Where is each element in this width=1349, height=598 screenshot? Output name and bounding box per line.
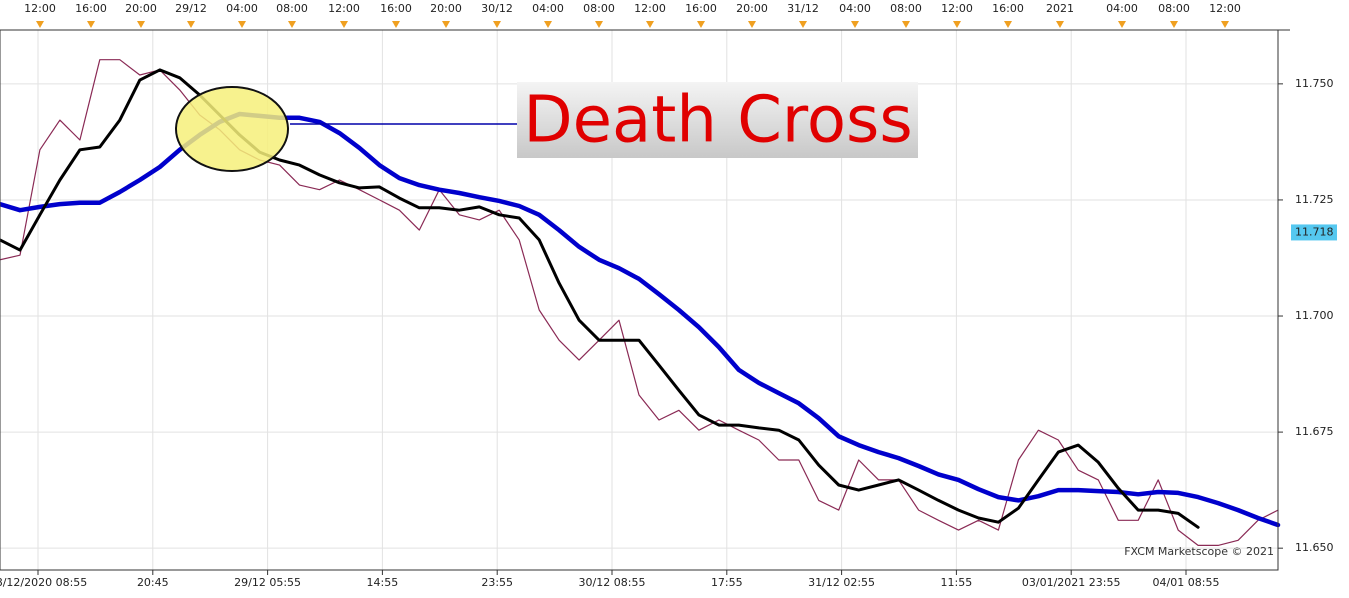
top-tick-label: 12:00 bbox=[1209, 2, 1241, 15]
top-tick-label: 12:00 bbox=[941, 2, 973, 15]
top-tick-label: 12:00 bbox=[634, 2, 666, 15]
x-tick-label: 17:55 bbox=[711, 576, 743, 589]
top-tick-label: 04:00 bbox=[532, 2, 564, 15]
top-tick-marker bbox=[595, 21, 603, 28]
top-tick-label: 31/12 bbox=[787, 2, 819, 15]
x-tick-label: 14:55 bbox=[367, 576, 399, 589]
top-tick-marker bbox=[799, 21, 807, 28]
top-tick-label: 16:00 bbox=[75, 2, 107, 15]
top-tick-marker bbox=[1118, 21, 1126, 28]
highlight-ellipse bbox=[175, 86, 289, 172]
top-tick-marker bbox=[288, 21, 296, 28]
x-tick-label: 31/12 02:55 bbox=[808, 576, 875, 589]
top-tick-label: 04:00 bbox=[226, 2, 258, 15]
top-tick-marker bbox=[953, 21, 961, 28]
y-tick-label: 11.700 bbox=[1295, 309, 1334, 322]
top-tick-label: 04:00 bbox=[1106, 2, 1138, 15]
top-tick-marker bbox=[646, 21, 654, 28]
top-tick-marker bbox=[748, 21, 756, 28]
top-tick-label: 16:00 bbox=[380, 2, 412, 15]
x-tick-label: 11:55 bbox=[941, 576, 973, 589]
x-tick-label: 04/01 08:55 bbox=[1153, 576, 1220, 589]
top-tick-marker bbox=[137, 21, 145, 28]
top-tick-label: 12:00 bbox=[328, 2, 360, 15]
y-tick-label: 11.725 bbox=[1295, 193, 1334, 206]
annotation-box bbox=[517, 82, 918, 158]
top-tick-label: 08:00 bbox=[890, 2, 922, 15]
top-tick-marker bbox=[902, 21, 910, 28]
y-tick-label: 11.750 bbox=[1295, 77, 1334, 90]
x-tick-label: 30/12 08:55 bbox=[579, 576, 646, 589]
current-price-label: 11.718 bbox=[1295, 225, 1334, 238]
top-tick-marker bbox=[1004, 21, 1012, 28]
top-tick-label: 12:00 bbox=[24, 2, 56, 15]
top-tick-label: 2021 bbox=[1046, 2, 1074, 15]
top-tick-label: 29/12 bbox=[175, 2, 207, 15]
annotation: Death Cross bbox=[523, 84, 912, 158]
x-tick-label: 29/12 05:55 bbox=[234, 576, 301, 589]
top-tick-label: 20:00 bbox=[430, 2, 462, 15]
top-tick-label: 08:00 bbox=[1158, 2, 1190, 15]
watermark: FXCM Marketscope © 2021 bbox=[1124, 545, 1274, 558]
top-tick-marker bbox=[36, 21, 44, 28]
y-tick-label: 11.675 bbox=[1295, 425, 1334, 438]
y-tick-label: 11.650 bbox=[1295, 541, 1334, 554]
top-tick-marker bbox=[187, 21, 195, 28]
x-tick-label: 28/12/2020 08:55 bbox=[0, 576, 87, 589]
top-tick-label: 16:00 bbox=[992, 2, 1024, 15]
top-tick-marker bbox=[87, 21, 95, 28]
top-tick-label: 04:00 bbox=[839, 2, 871, 15]
top-tick-label: 08:00 bbox=[583, 2, 615, 15]
top-tick-marker bbox=[851, 21, 859, 28]
top-tick-marker bbox=[1221, 21, 1229, 28]
x-tick-label: 20:45 bbox=[137, 576, 169, 589]
top-tick-label: 20:00 bbox=[125, 2, 157, 15]
top-tick-marker bbox=[340, 21, 348, 28]
top-tick-marker bbox=[442, 21, 450, 28]
top-tick-label: 16:00 bbox=[685, 2, 717, 15]
top-tick-label: 30/12 bbox=[481, 2, 513, 15]
top-tick-marker bbox=[238, 21, 246, 28]
x-tick-label: 23:55 bbox=[481, 576, 513, 589]
top-tick-label: 20:00 bbox=[736, 2, 768, 15]
top-tick-label: 08:00 bbox=[276, 2, 308, 15]
top-tick-marker bbox=[544, 21, 552, 28]
top-tick-marker bbox=[1056, 21, 1064, 28]
x-tick-label: 03/01/2021 23:55 bbox=[1022, 576, 1121, 589]
current-price-tag bbox=[1291, 224, 1337, 241]
top-tick-marker bbox=[1170, 21, 1178, 28]
top-tick-marker bbox=[392, 21, 400, 28]
top-tick-marker bbox=[697, 21, 705, 28]
top-tick-marker bbox=[493, 21, 501, 28]
